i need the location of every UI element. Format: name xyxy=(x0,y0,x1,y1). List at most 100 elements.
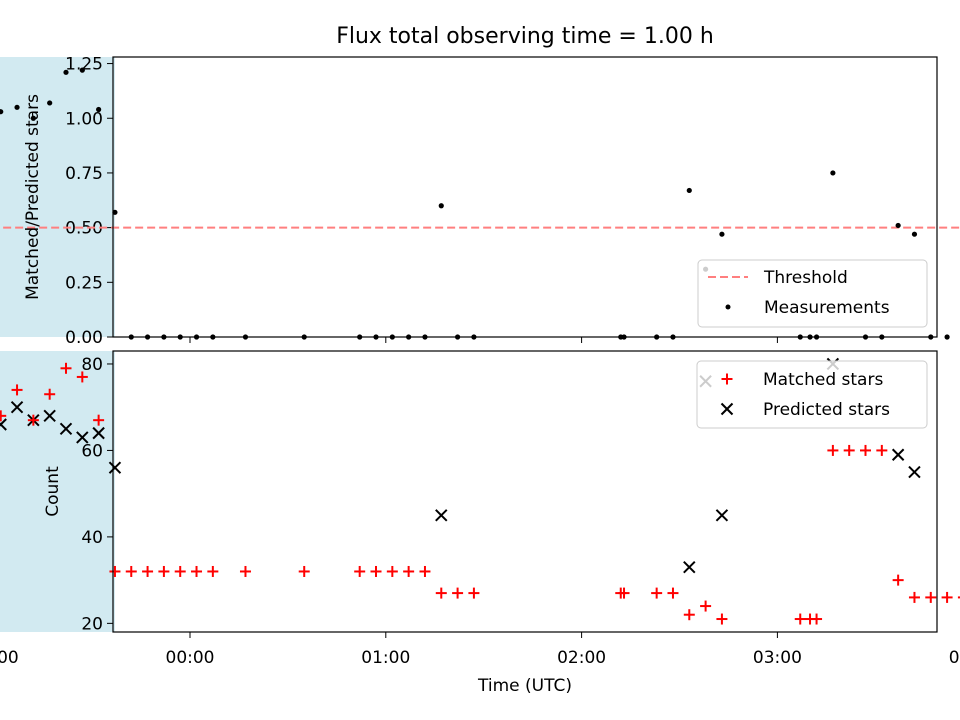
predicted-star-marker xyxy=(76,431,89,444)
legend-matched-label: Matched stars xyxy=(763,370,883,390)
x-stroke-b xyxy=(43,409,56,423)
x-stroke-b xyxy=(92,426,105,440)
legend-x xyxy=(720,402,734,416)
measurement-point xyxy=(14,104,20,110)
matched-star-marker xyxy=(44,388,56,400)
legend-matched-swatch xyxy=(721,373,733,385)
matched-star-marker xyxy=(403,565,415,577)
y-axis-label-count: Count xyxy=(43,466,63,517)
predicted-star-marker xyxy=(891,448,905,461)
matched-star-marker xyxy=(109,565,121,577)
x-tick-label: 02:00 xyxy=(557,648,606,668)
predicted-star-marker xyxy=(43,409,56,423)
matched-star-marker xyxy=(908,591,920,603)
matched-star-marker xyxy=(667,587,679,599)
measurement-point xyxy=(438,203,444,209)
x-stroke-b xyxy=(59,422,73,436)
x-stroke-b xyxy=(908,465,921,479)
matched-star-marker xyxy=(892,574,904,586)
matched-star-marker xyxy=(93,414,105,426)
x-stroke-b xyxy=(891,448,905,461)
x-stroke-b xyxy=(435,509,448,522)
legend-box xyxy=(696,360,928,429)
predicted-star-markers xyxy=(0,357,921,574)
matched-star-marker xyxy=(683,609,695,621)
measurement-point xyxy=(30,115,36,121)
measurement-point xyxy=(895,222,901,229)
x-stroke-b xyxy=(720,402,734,416)
matched-star-markers xyxy=(0,362,960,625)
matched-star-marker xyxy=(354,565,366,577)
measurement-point xyxy=(830,170,836,176)
predicted-star-marker xyxy=(908,465,921,479)
matched-star-marker xyxy=(298,565,310,577)
matched-star-marker xyxy=(618,587,630,599)
legend-threshold-label: Threshold xyxy=(763,268,848,288)
matched-star-marker xyxy=(174,565,186,577)
x-stroke-b xyxy=(683,560,696,574)
predicted-star-marker xyxy=(108,461,122,474)
axes-frame-count xyxy=(112,350,938,633)
x-tick-label: 01:00 xyxy=(361,648,410,668)
matched-star-marker xyxy=(827,444,839,456)
matched-star-marker xyxy=(941,591,953,603)
matched-star-marker xyxy=(468,587,480,599)
y-tick-label: 1.00 xyxy=(65,109,103,129)
y-axis-label-ratio: Matched/Predicted stars xyxy=(23,94,43,300)
matched-star-marker xyxy=(125,565,137,577)
matched-star-marker xyxy=(811,613,823,625)
legend-box xyxy=(697,259,928,328)
axes-frame-ratio xyxy=(112,56,938,338)
matched-star-marker xyxy=(700,600,712,612)
matched-star-marker xyxy=(27,414,39,426)
matched-star-marker xyxy=(76,371,88,383)
matched-star-marker xyxy=(876,444,888,456)
predicted-star-marker xyxy=(435,509,448,522)
x-tick-marks-ratio xyxy=(189,337,778,343)
chart-title: Flux total observing time = 1.00 h xyxy=(336,24,714,49)
matched-star-marker xyxy=(452,587,464,599)
matched-star-marker xyxy=(60,362,72,374)
measurement-point xyxy=(47,100,53,106)
measurement-point xyxy=(719,231,725,237)
y-tick-label: 0.00 xyxy=(65,328,103,348)
y-tick-label: 20 xyxy=(81,614,103,634)
x-stroke-b xyxy=(0,418,7,427)
shaded-region xyxy=(0,57,115,337)
matched-star-marker xyxy=(142,565,154,577)
matched-star-marker xyxy=(239,565,251,577)
measurement-point xyxy=(944,334,950,340)
panel-ratio: 0.00 0.25 0.50 0.75 1.00 1.25 Matched/Predict… xyxy=(0,55,960,348)
y-tick-label: 80 xyxy=(81,355,103,375)
legend-predicted-swatch xyxy=(720,402,734,416)
legend-predicted-label: Predicted stars xyxy=(763,400,890,420)
measurement-point xyxy=(911,231,918,237)
matched-star-marker xyxy=(386,565,398,577)
legend-ratio: Threshold Measurements xyxy=(697,259,928,328)
matched-star-marker xyxy=(370,565,382,577)
x-tick-label: 23:00 xyxy=(0,648,19,668)
matched-star-marker xyxy=(860,444,872,456)
measurement-point xyxy=(79,67,85,73)
matched-star-marker xyxy=(716,613,728,625)
predicted-star-marker xyxy=(715,509,729,522)
matched-star-marker xyxy=(843,444,855,456)
y-tick-label: 0.25 xyxy=(65,273,103,293)
legend-count: Matched stars Predicted stars xyxy=(696,360,928,429)
x-tick-label: 04:00 xyxy=(949,648,960,668)
legend-plus xyxy=(721,373,733,385)
legend-measurement-label: Measurements xyxy=(764,298,890,318)
predicted-star-marker xyxy=(10,400,24,414)
matched-star-marker xyxy=(191,565,203,577)
x-tick-label: 00:00 xyxy=(166,648,215,668)
matched-star-marker xyxy=(435,587,447,599)
x-stroke-b xyxy=(76,431,89,444)
matched-star-marker xyxy=(158,565,170,577)
predicted-star-marker xyxy=(683,560,696,574)
predicted-star-marker xyxy=(0,418,7,431)
measurement-point xyxy=(96,106,102,113)
shaded-region xyxy=(0,351,115,632)
x-stroke-b xyxy=(108,461,122,474)
